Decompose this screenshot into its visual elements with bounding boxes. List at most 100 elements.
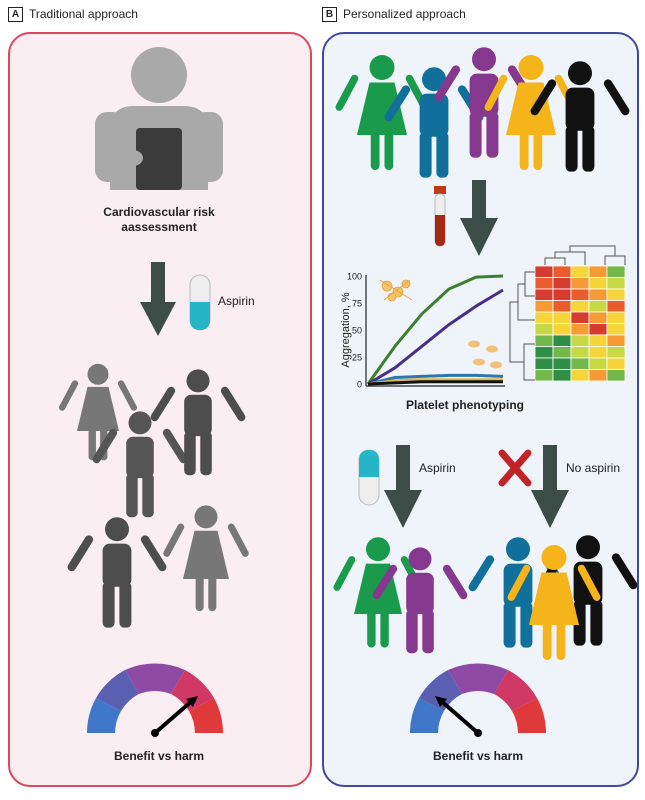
heatmap-cell: [606, 334, 626, 347]
heatmap-dendrogram-top: [544, 245, 626, 265]
y-tick-label: 0: [357, 380, 362, 390]
heatmap-cell: [606, 311, 626, 324]
aspirin-pill-icon: [189, 274, 211, 331]
heatmap-cell: [552, 311, 572, 324]
aggregation-series-line-1: [366, 274, 504, 385]
gauge-needle-a: [153, 698, 195, 735]
aggregation-series-line-4: [367, 378, 503, 386]
heatmap-cell: [534, 288, 554, 301]
activated-platelets-icon: [379, 279, 413, 302]
heatmap-cell: [570, 300, 590, 313]
aggregation-series: [366, 274, 504, 386]
no-aspirin-arrow: [531, 445, 569, 528]
heatmap-cell: [570, 277, 590, 290]
blood-sample-tube-icon: [434, 186, 446, 247]
aspirin-arrow: [384, 445, 422, 528]
heatmap-cell: [588, 334, 608, 347]
panel-b-title: Personalized approach: [343, 7, 466, 21]
heatmap-cell: [552, 357, 572, 370]
y-tick-label: 50: [352, 326, 362, 336]
panel-a-down-arrow: [140, 262, 176, 336]
heatmap-cell: [570, 369, 590, 382]
heatmap-cell: [534, 323, 554, 336]
heatmap-cell: [552, 323, 572, 336]
heatmap-cell: [570, 346, 590, 359]
y-tick-label: 75: [352, 299, 362, 309]
heatmap-cell: [534, 357, 554, 370]
heatmap-cell: [552, 277, 572, 290]
heatmap-cell: [588, 288, 608, 301]
aggregation-series-line-5: [367, 380, 503, 386]
panel-a-header: A Traditional approach: [8, 6, 138, 22]
phenotyping-label: Platelet phenotyping: [405, 398, 524, 412]
heatmap-cell: [552, 300, 572, 313]
heatmap-cell: [534, 346, 554, 359]
heatmap-cell: [552, 288, 572, 301]
panel-b-letter: B: [322, 6, 337, 22]
panel-b-down-arrow-1: [460, 180, 498, 256]
heatmap-cell: [588, 346, 608, 359]
benefit-harm-gauge-a: [87, 663, 223, 737]
heatmap-cell: [588, 323, 608, 336]
heatmap-cell: [534, 369, 554, 382]
aspirin-pill-icon-b: [358, 449, 380, 506]
panel-b-header: B Personalized approach: [322, 6, 466, 22]
heatmap-cell: [570, 311, 590, 324]
heatmap-cell: [570, 288, 590, 301]
y-axis-ticks: 100 75 50 25 0: [347, 272, 362, 390]
heatmap-cell: [588, 300, 608, 313]
panel-a-letter: A: [8, 6, 23, 22]
heatmap-cell: [606, 346, 626, 359]
heatmap-cell: [606, 369, 626, 382]
heatmap-cell: [588, 311, 608, 324]
benefit-harm-gauge-b: [410, 663, 546, 737]
heatmap-cell: [570, 357, 590, 370]
aspirin-label-a: Aspirin: [218, 294, 255, 308]
panel-a-title: Traditional approach: [29, 7, 138, 21]
heatmap-cell: [606, 265, 626, 278]
heatmap-cell: [552, 369, 572, 382]
heatmap-cell: [534, 265, 554, 278]
non-aspirin-group-icons: [466, 535, 640, 660]
assessment-label: Cardiovascular risk aassessment: [103, 205, 215, 234]
heatmap-cell: [588, 357, 608, 370]
aggregation-series-line-3: [367, 373, 504, 386]
heatmap-cell: [606, 323, 626, 336]
heatmap-cell: [588, 265, 608, 278]
aspirin-responders-icons: [332, 537, 469, 654]
gauge-label-b: Benefit vs harm: [432, 749, 524, 763]
heatmap-cell: [570, 334, 590, 347]
heatmap-cell: [552, 346, 572, 359]
heatmap-cell: [606, 357, 626, 370]
heatmap-cell: [570, 265, 590, 278]
heatmap-dendrogram-left: [509, 271, 535, 381]
aggregation-series-line-2: [367, 288, 504, 386]
diverse-people-icons: [334, 47, 632, 178]
heatmap-cell: [552, 265, 572, 278]
heatmap-cell: [588, 277, 608, 290]
heatmap-cell: [606, 277, 626, 290]
heatmap-cell: [534, 277, 554, 290]
heatmap-cell: [534, 334, 554, 347]
heatmap-cell: [606, 288, 626, 301]
heatmap-cell: [606, 300, 626, 313]
no-aspirin-label: No aspirin: [566, 461, 621, 475]
assessment-person-icon: [95, 47, 223, 190]
phenotype-heatmap: [509, 245, 626, 382]
y-axis-label: Aggregation, %: [340, 292, 352, 368]
heatmap-cell: [570, 323, 590, 336]
gauge-label-a: Benefit vs harm: [113, 749, 205, 763]
aspirin-label-b: Aspirin: [419, 461, 456, 475]
heatmap-cell: [552, 334, 572, 347]
heatmap-cell: [534, 311, 554, 324]
aggregation-chart: 100 75 50 25 0: [347, 272, 505, 390]
no-aspirin-cross-icon: [498, 449, 532, 487]
resting-platelets-icon: [468, 340, 502, 369]
y-tick-label: 100: [347, 272, 362, 282]
heatmap-cell: [588, 369, 608, 382]
y-tick-label: 25: [352, 353, 362, 363]
gauge-needle-b: [438, 698, 480, 735]
heatmap-cell: [534, 300, 554, 313]
